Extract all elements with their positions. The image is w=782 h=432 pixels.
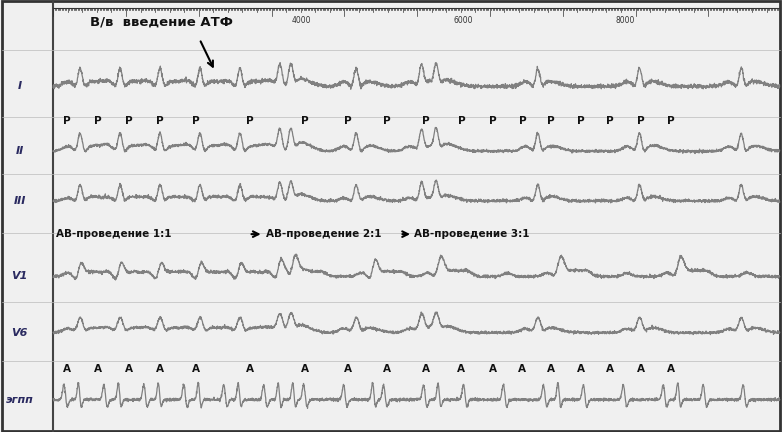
Text: P: P bbox=[637, 116, 645, 126]
Text: P: P bbox=[606, 116, 614, 126]
Text: A: A bbox=[667, 364, 675, 375]
Text: 6000: 6000 bbox=[454, 16, 472, 25]
Text: A: A bbox=[94, 364, 102, 375]
Text: P: P bbox=[192, 116, 199, 126]
Text: A: A bbox=[63, 364, 70, 375]
Text: V1: V1 bbox=[12, 271, 27, 282]
Text: A: A bbox=[457, 364, 465, 375]
Text: A: A bbox=[301, 364, 309, 375]
Text: A: A bbox=[422, 364, 430, 375]
Text: P: P bbox=[457, 116, 465, 126]
Text: A: A bbox=[383, 364, 391, 375]
Text: P: P bbox=[344, 116, 352, 126]
Text: P: P bbox=[577, 116, 585, 126]
Text: A: A bbox=[192, 364, 199, 375]
Text: A: A bbox=[547, 364, 555, 375]
Text: A: A bbox=[489, 364, 497, 375]
Text: I: I bbox=[17, 81, 22, 92]
Text: P: P bbox=[667, 116, 675, 126]
Text: АВ-проведение 3:1: АВ-проведение 3:1 bbox=[414, 229, 530, 239]
Text: A: A bbox=[344, 364, 352, 375]
Text: 8000: 8000 bbox=[616, 16, 635, 25]
Text: P: P bbox=[246, 116, 254, 126]
Text: 4000: 4000 bbox=[292, 16, 310, 25]
Text: АВ-проведение 2:1: АВ-проведение 2:1 bbox=[266, 229, 382, 239]
Text: P: P bbox=[156, 116, 164, 126]
Text: A: A bbox=[246, 364, 254, 375]
Text: В/в  введение АТФ: В/в введение АТФ bbox=[90, 15, 233, 28]
Text: P: P bbox=[518, 116, 526, 126]
Text: A: A bbox=[156, 364, 164, 375]
Text: V6: V6 bbox=[12, 327, 27, 338]
Text: P: P bbox=[301, 116, 309, 126]
Text: A: A bbox=[577, 364, 585, 375]
Text: P: P bbox=[125, 116, 133, 126]
Text: A: A bbox=[637, 364, 645, 375]
Text: II: II bbox=[16, 146, 23, 156]
Text: P: P bbox=[63, 116, 70, 126]
Text: A: A bbox=[125, 364, 133, 375]
Text: A: A bbox=[606, 364, 614, 375]
Text: III: III bbox=[13, 196, 26, 206]
Text: A: A bbox=[518, 364, 526, 375]
Text: P: P bbox=[422, 116, 430, 126]
Text: P: P bbox=[94, 116, 102, 126]
Text: P: P bbox=[547, 116, 555, 126]
Text: АВ-проведение 1:1: АВ-проведение 1:1 bbox=[56, 229, 172, 239]
Text: P: P bbox=[489, 116, 497, 126]
Text: эгпп: эгпп bbox=[5, 394, 34, 405]
Text: P: P bbox=[383, 116, 391, 126]
